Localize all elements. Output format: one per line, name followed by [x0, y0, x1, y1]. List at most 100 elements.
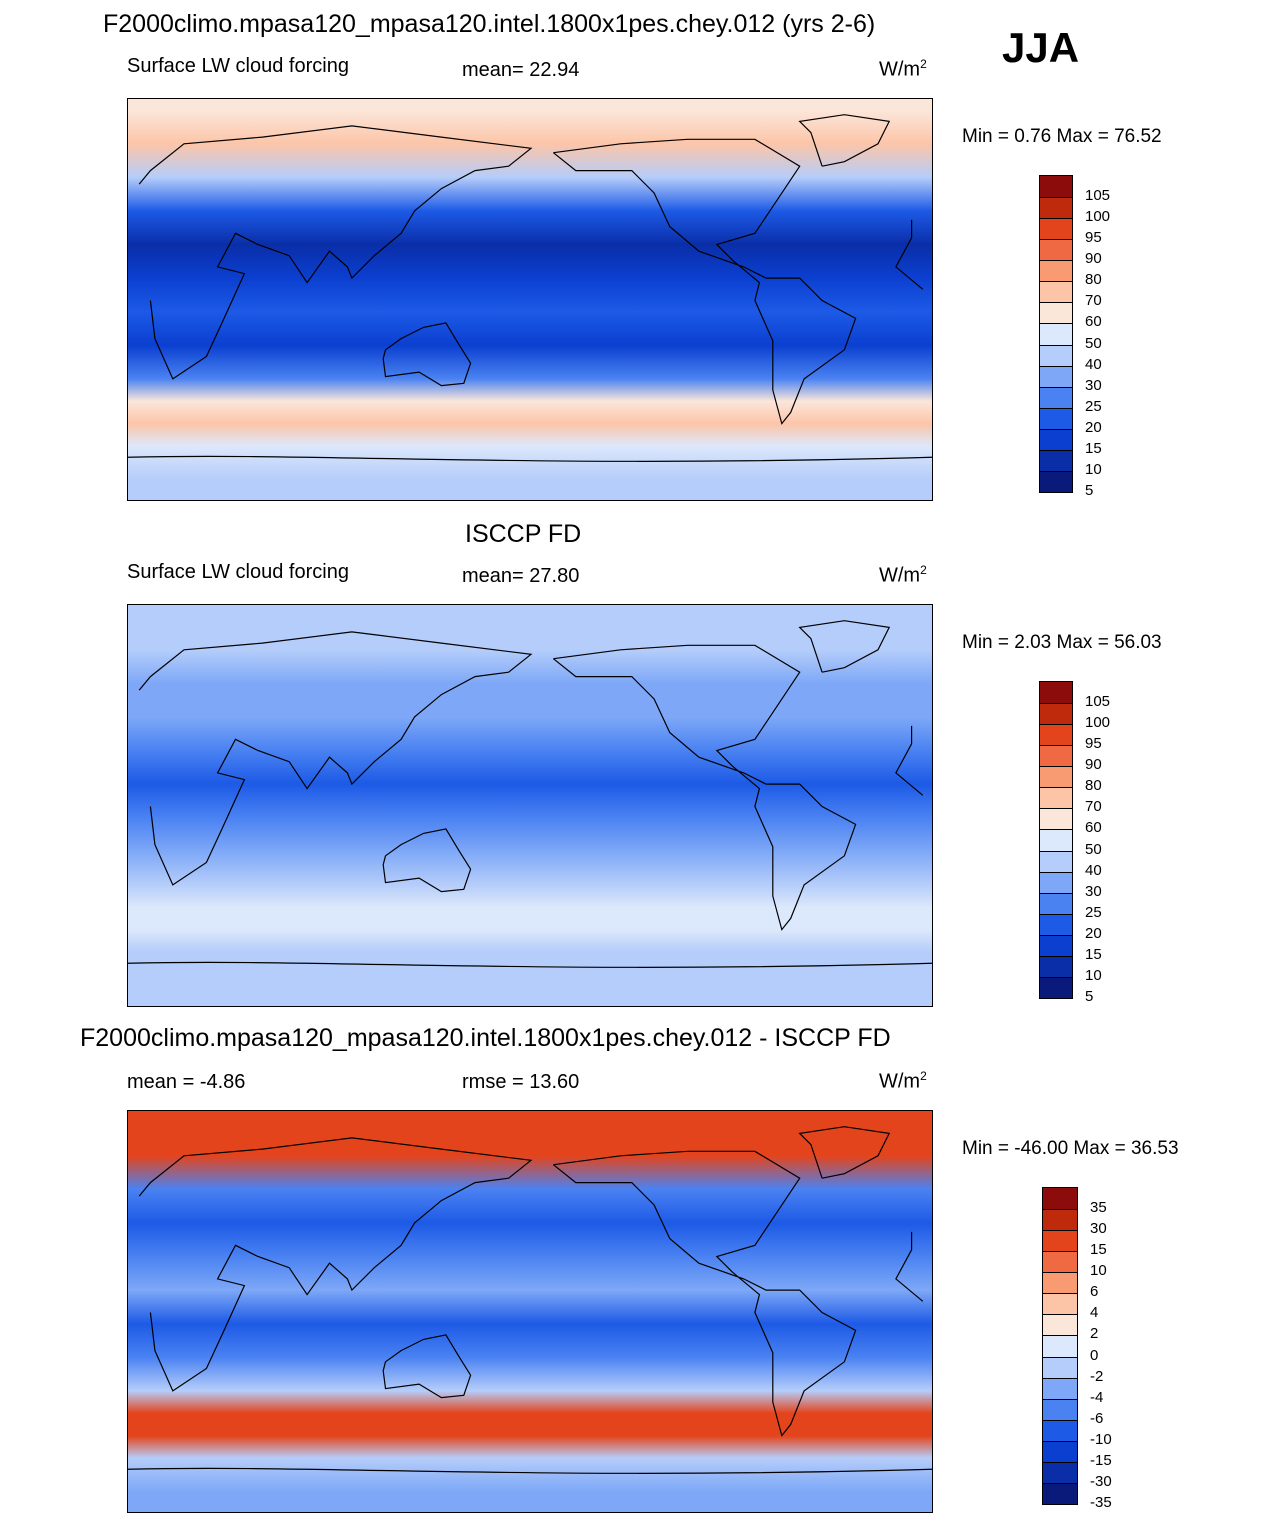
panel2-mean: mean= 27.80 — [462, 565, 580, 587]
colorbar-label: 4 — [1090, 1304, 1099, 1322]
colorbar-segment — [1043, 1482, 1077, 1504]
colorbar-segment — [1040, 470, 1072, 492]
colorbar-label: 60 — [1085, 313, 1102, 331]
continent-outline — [798, 114, 891, 167]
colorbar-segment — [1043, 1230, 1077, 1252]
colorbar-label: 15 — [1090, 1241, 1107, 1259]
colorbar-label: -30 — [1090, 1472, 1112, 1490]
continent-outline — [382, 322, 472, 387]
continent-outline — [553, 138, 857, 425]
colorbar-segment — [1040, 703, 1072, 725]
colorbar-label: -2 — [1090, 1367, 1104, 1385]
colorbar-segment — [1043, 1251, 1077, 1273]
colorbar-segment — [1043, 1272, 1077, 1294]
colorbar-segment — [1040, 323, 1072, 345]
season-label: JJA — [1002, 24, 1080, 71]
colorbar-segment — [1040, 745, 1072, 767]
colorbar-label: 80 — [1085, 777, 1102, 795]
colorbar-segment — [1043, 1461, 1077, 1483]
colorbar-segment — [1040, 176, 1072, 198]
panel3-mean: mean = -4.86 — [127, 1071, 246, 1093]
colorbar-segment — [1040, 365, 1072, 387]
panel2-colorbar — [1039, 681, 1073, 999]
zonal-field — [128, 99, 932, 500]
colorbar-label: 15 — [1085, 439, 1102, 457]
colorbar-segment — [1043, 1419, 1077, 1441]
colorbar-label: 5 — [1085, 482, 1094, 499]
colorbar-segment — [1040, 281, 1072, 303]
panel1-map-field — [128, 99, 932, 500]
continent-outline — [553, 1150, 857, 1437]
panel3-map — [127, 1110, 933, 1513]
panel2-variable: Surface LW cloud forcing — [127, 561, 349, 583]
panel1-variable: Surface LW cloud forcing — [127, 55, 349, 77]
colorbar-label: 25 — [1085, 903, 1102, 921]
panel1-mean: mean= 22.94 — [462, 59, 580, 81]
colorbar-label: 10 — [1090, 1262, 1107, 1280]
colorbar-label: 35 — [1090, 1199, 1107, 1217]
continent-outline — [138, 125, 924, 380]
colorbar-segment — [1043, 1356, 1077, 1378]
panel1-minmax: Min = 0.76 Max = 76.52 — [962, 126, 1162, 147]
colorbar-segment — [1040, 344, 1072, 366]
panel3-units: W/m2 — [879, 1069, 927, 1093]
colorbar-label: 10 — [1085, 460, 1102, 478]
colorbar-segment — [1040, 428, 1072, 450]
continent-outline — [382, 828, 472, 893]
antarctica-outline — [128, 455, 932, 462]
colorbar-label: 30 — [1085, 376, 1102, 394]
colorbar-label: 90 — [1085, 756, 1102, 774]
panel3-map-field — [128, 1111, 932, 1512]
panel1-colorbar — [1039, 175, 1073, 493]
colorbar-label: 40 — [1085, 355, 1102, 373]
colorbar-label: -4 — [1090, 1388, 1104, 1406]
zonal-field — [128, 605, 932, 1006]
panel2-map — [127, 604, 933, 1007]
colorbar-label: 10 — [1085, 966, 1102, 984]
colorbar-segment — [1043, 1335, 1077, 1357]
colorbar-segment — [1040, 871, 1072, 893]
colorbar-label: 15 — [1085, 945, 1102, 963]
colorbar-segment — [1043, 1314, 1077, 1336]
continent-outline — [138, 631, 924, 886]
colorbar-label: 90 — [1085, 250, 1102, 268]
colorbar-label: 0 — [1090, 1346, 1099, 1364]
colorbar-segment — [1040, 934, 1072, 956]
colorbar-segment — [1040, 808, 1072, 830]
colorbar-segment — [1040, 892, 1072, 914]
colorbar-label: 105 — [1085, 693, 1111, 711]
colorbar-label: 50 — [1085, 840, 1102, 858]
continent-outline — [382, 1334, 472, 1399]
colorbar-label: 105 — [1085, 187, 1111, 205]
colorbar-segment — [1040, 302, 1072, 324]
colorbar-label: 95 — [1085, 229, 1102, 247]
colorbar-segment — [1043, 1398, 1077, 1420]
continent-outline — [798, 620, 891, 673]
colorbar-segment — [1040, 218, 1072, 240]
panel2-title: ISCCP FD — [465, 520, 582, 548]
colorbar-segment — [1040, 787, 1072, 809]
colorbar-label: 25 — [1085, 397, 1102, 415]
continent-outline — [138, 1137, 924, 1392]
colorbar-segment — [1040, 766, 1072, 788]
panel2-minmax: Min = 2.03 Max = 56.03 — [962, 632, 1162, 653]
colorbar-segment — [1040, 913, 1072, 935]
colorbar-segment — [1043, 1440, 1077, 1462]
colorbar-segment — [1040, 850, 1072, 872]
colorbar-label: -35 — [1090, 1494, 1112, 1511]
colorbar-label: 30 — [1090, 1220, 1107, 1238]
colorbar-label: -15 — [1090, 1451, 1112, 1469]
colorbar-segment — [1040, 239, 1072, 261]
colorbar-segment — [1040, 260, 1072, 282]
colorbar-segment — [1043, 1377, 1077, 1399]
continent-outline — [553, 644, 857, 931]
colorbar-label: 50 — [1085, 334, 1102, 352]
colorbar-segment — [1040, 386, 1072, 408]
colorbar-label: 30 — [1085, 882, 1102, 900]
colorbar-label: 20 — [1085, 418, 1102, 436]
colorbar-label: 100 — [1085, 714, 1111, 732]
panel3-title: F2000climo.mpasa120_mpasa120.intel.1800x… — [80, 1024, 891, 1052]
colorbar-label: 95 — [1085, 735, 1102, 753]
colorbar-segment — [1043, 1188, 1077, 1210]
continent-outline — [798, 1126, 891, 1179]
